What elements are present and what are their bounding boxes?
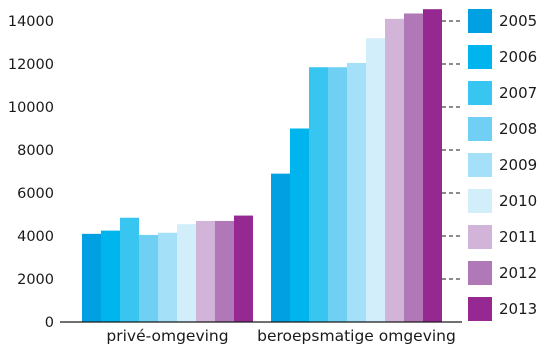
bar-2012-beroepsmatig: [404, 13, 423, 322]
bar-2010-beroepsmatig: [366, 38, 385, 322]
bar-2005-beroepsmatig: [271, 173, 290, 322]
legend-swatch-2010: [468, 189, 492, 213]
legend-swatch-2006: [468, 45, 492, 69]
y-tick-label: 12000: [8, 57, 54, 73]
bar-2013-prive: [234, 215, 253, 322]
x-axis-category-labels: privé-omgeving beroepsmatige omgeving: [106, 327, 455, 345]
legend-label-2012: 2012: [499, 264, 537, 282]
legend-label-2010: 2010: [499, 192, 537, 210]
legend-label-2013: 2013: [499, 300, 537, 318]
bars: [82, 9, 442, 323]
legend-swatch-2007: [468, 81, 492, 105]
bar-2005-prive: [82, 233, 101, 322]
bar-2013-beroepsmatig: [423, 9, 442, 323]
y-tick-label: 8000: [17, 143, 54, 159]
legend-swatch-2009: [468, 153, 492, 177]
gridlines: [393, 20, 462, 280]
y-tick-label: 0: [45, 315, 54, 331]
legend: 2005 2006 2007 2008 2009 2010 2011 2012 2013: [468, 9, 537, 321]
x-category-label: beroepsmatige omgeving: [257, 327, 456, 345]
legend-swatch-2011: [468, 225, 492, 249]
legend-label-2008: 2008: [499, 120, 537, 138]
bar-2011-prive: [196, 220, 215, 322]
x-category-label: privé-omgeving: [106, 327, 228, 345]
legend-label-2007: 2007: [499, 84, 537, 102]
legend-swatch-2013: [468, 297, 492, 321]
bar-2006-beroepsmatig: [290, 128, 309, 322]
y-tick-label: 4000: [17, 229, 54, 245]
legend-swatch-2005: [468, 9, 492, 33]
y-tick-label: 6000: [17, 186, 54, 202]
bar-2008-beroepsmatig: [328, 67, 347, 322]
y-tick-label: 2000: [17, 272, 54, 288]
bar-2008-prive: [139, 234, 158, 322]
bar-2007-beroepsmatig: [309, 67, 328, 322]
legend-label-2005: 2005: [499, 12, 537, 30]
legend-label-2006: 2006: [499, 48, 537, 66]
y-axis-ticks: 0 2000 4000 6000 8000 10000 12000 14000: [8, 14, 54, 331]
y-tick-label: 14000: [8, 14, 54, 30]
bar-2010-prive: [177, 224, 196, 322]
bar-2009-prive: [158, 232, 177, 322]
y-tick-label: 10000: [8, 100, 54, 116]
bar-2006-prive: [101, 230, 120, 322]
legend-label-2009: 2009: [499, 156, 537, 174]
legend-swatch-2008: [468, 117, 492, 141]
bar-2009-beroepsmatig: [347, 62, 366, 323]
bar-2011-beroepsmatig: [385, 18, 404, 322]
legend-swatch-2012: [468, 261, 492, 285]
bar-2007-prive: [120, 217, 139, 322]
bar-2012-prive: [215, 220, 234, 322]
legend-label-2011: 2011: [499, 228, 537, 246]
